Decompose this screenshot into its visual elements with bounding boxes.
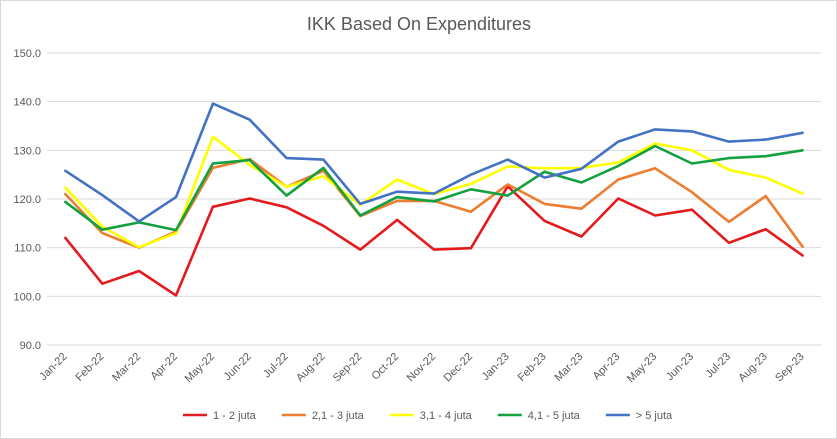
x-tick-label: Nov-22 — [405, 351, 439, 385]
x-tick-label: Jun-22 — [222, 351, 254, 383]
series-line-0 — [64, 185, 804, 297]
y-tick-label: 90.0 — [20, 340, 41, 352]
x-tick-label: May-23 — [625, 351, 659, 385]
x-tick-label: Jan-22 — [37, 351, 69, 383]
x-tick-label: May-22 — [183, 351, 217, 385]
y-axis-ticks: 90.0 100.0 110.0 120.0 130.0 140.0 150.0 — [13, 48, 41, 352]
x-tick-label: Jan-23 — [480, 351, 512, 383]
x-tick-label: Jul-22 — [261, 351, 291, 381]
x-tick-label: Dec-22 — [441, 351, 475, 385]
x-axis-ticks: Jan-22 Feb-22 Mar-22 Apr-22 May-22 Jun-22 Jul-… — [37, 351, 806, 385]
x-tick-label: Aug-22 — [294, 351, 328, 385]
legend-label: 1 - 2 juta — [213, 410, 257, 422]
legend: 1 - 2 juta 2,1 - 3 juta 3,1 - 4 juta 4,1 - … — [183, 410, 673, 422]
y-tick-label: 120.0 — [13, 194, 41, 206]
y-tick-label: 130.0 — [13, 145, 41, 157]
chart-title: IKK Based On Expenditures — [307, 14, 531, 34]
x-tick-label: Oct-22 — [369, 351, 401, 383]
x-tick-label: Feb-22 — [73, 351, 106, 384]
y-tick-label: 100.0 — [13, 291, 41, 303]
series-line-4 — [64, 102, 804, 223]
x-tick-label: Mar-23 — [552, 351, 585, 384]
y-tick-label: 140.0 — [13, 97, 41, 109]
x-tick-label: Sep-23 — [773, 351, 807, 385]
grid-lines — [47, 52, 821, 346]
y-tick-label: 110.0 — [14, 243, 41, 255]
legend-label: 3,1 - 4 juta — [420, 410, 473, 422]
y-tick-label: 150.0 — [13, 48, 41, 60]
legend-label: 4,1 - 5 juta — [528, 410, 581, 422]
x-tick-label: Apr-22 — [148, 351, 180, 383]
x-tick-label: Jul-23 — [703, 351, 733, 381]
series-lines — [64, 102, 804, 297]
series-line-3 — [64, 144, 804, 232]
x-tick-label: Jun-23 — [664, 351, 696, 383]
x-tick-label: Feb-23 — [516, 351, 549, 384]
x-tick-label: Aug-23 — [736, 351, 770, 385]
legend-label: 2,1 - 3 juta — [312, 410, 365, 422]
x-tick-label: Sep-22 — [331, 351, 365, 385]
x-tick-label: Apr-23 — [591, 351, 623, 383]
legend-label: > 5 juta — [636, 410, 673, 422]
x-tick-label: Mar-22 — [110, 351, 143, 384]
